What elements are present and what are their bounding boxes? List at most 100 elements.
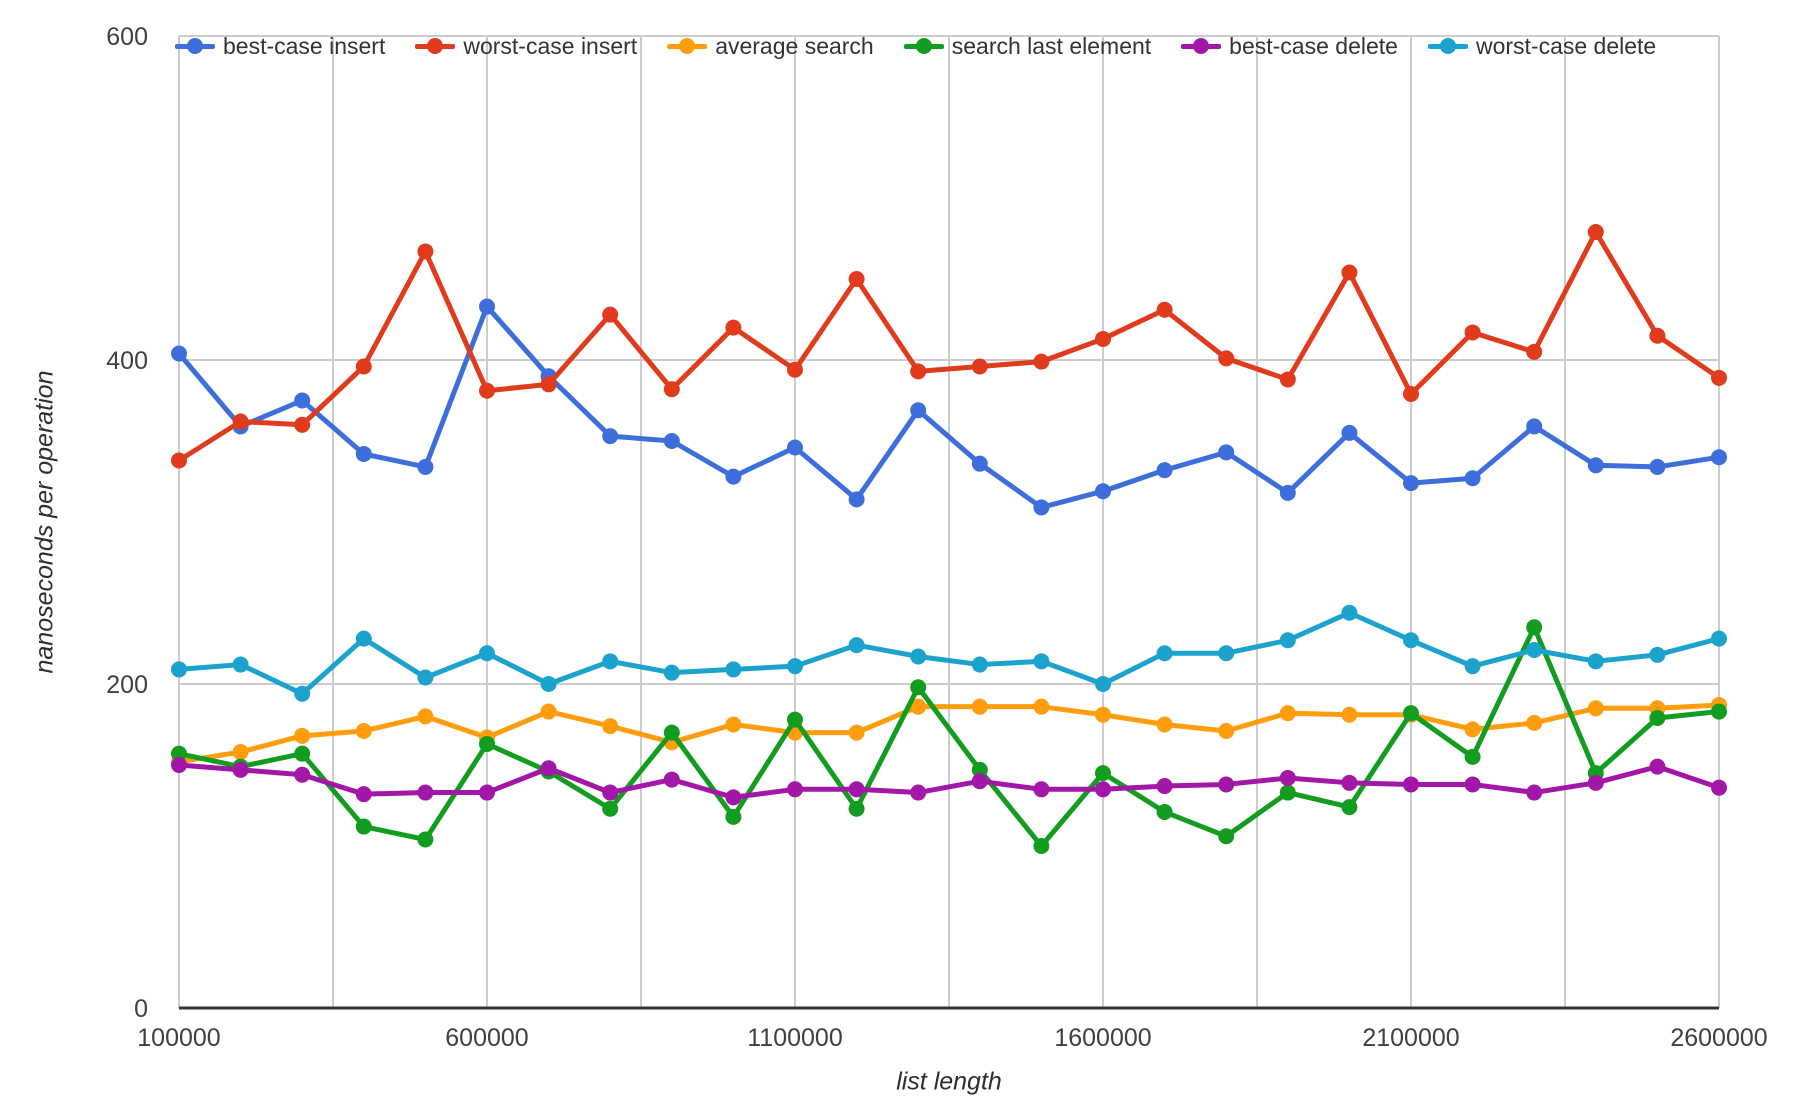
legend-label: worst-case delete [1475,32,1657,59]
data-point-search-last-element [1095,765,1111,782]
data-point-worst-case-insert [171,452,187,469]
data-point-best-case-delete [787,781,803,798]
data-point-best-case-insert [663,433,680,449]
data-point-worst-case-insert [1156,301,1173,318]
data-point-search-last-element [1279,784,1296,801]
data-point-best-case-insert [848,491,865,508]
data-point-worst-case-insert [1464,324,1481,341]
data-point-average-search [294,727,311,744]
legend-item-best-case-insert: best-case insert [175,33,385,60]
data-point-best-case-insert [1711,449,1727,466]
data-point-worst-case-insert [971,358,988,375]
data-point-worst-case-delete [1649,646,1666,663]
data-point-best-case-insert [294,392,311,409]
data-point-worst-case-delete [787,658,803,675]
data-point-worst-case-delete [602,653,619,670]
data-point-worst-case-insert [1033,353,1050,370]
x-tick-labels: 100000 600000 1100000 1600000 2100000 2600000 [137,1024,1767,1052]
data-point-best-case-delete [232,761,249,778]
data-point-best-case-delete [294,766,311,783]
legend-item-best-case-delete: best-case delete [1181,33,1398,60]
legend-label: search last element [951,32,1152,59]
data-point-search-last-element [848,800,865,817]
series-line-worst-case-insert [176,229,1722,463]
data-point-average-search [1279,705,1296,722]
data-point-search-last-element [602,800,619,817]
vertical-gridlines [178,36,1720,1008]
data-point-worst-case-delete [1156,645,1173,662]
data-point-worst-case-delete [1218,645,1235,662]
series-worst-case-delete [171,604,1727,702]
legend-dot-icon [915,38,932,54]
data-point-worst-case-insert [787,361,803,378]
data-point-search-last-element [479,735,495,752]
y-tick-label: 600 [106,23,148,51]
data-point-best-case-insert [602,428,619,445]
data-point-best-case-delete [540,760,557,777]
data-point-search-last-element [1464,748,1481,765]
data-point-average-search [1156,716,1173,733]
legend-marker-worst-case-delete-icon [1427,38,1468,54]
data-point-worst-case-delete [1587,653,1604,670]
data-point-worst-case-insert [910,363,927,380]
legend-dot-icon [679,38,696,54]
data-point-average-search [1464,721,1481,738]
data-point-best-case-delete [1341,774,1358,791]
series-line-search-last-element [176,624,1722,849]
legend-marker-search-last-element-icon [903,38,944,54]
data-point-worst-case-delete [1711,630,1727,647]
data-point-best-case-delete [1711,779,1727,796]
y-tick-labels: 0 200 400 600 [106,23,148,1023]
data-point-average-search [1341,706,1358,723]
data-point-search-last-element [1649,710,1666,727]
data-point-average-search [1218,722,1235,739]
data-point-search-last-element [725,808,742,825]
data-point-worst-case-delete [355,630,372,647]
y-tick-label: 200 [106,671,148,699]
data-point-worst-case-delete [171,661,187,678]
data-point-worst-case-delete [971,656,988,673]
data-point-best-case-delete [355,786,372,803]
data-point-best-case-insert [1218,444,1235,461]
series-best-case-insert [171,298,1727,516]
data-point-worst-case-insert [540,376,557,393]
data-point-worst-case-delete [232,656,249,673]
data-point-best-case-delete [417,784,434,801]
legend-marker-best-case-insert-icon [175,38,215,54]
data-point-average-search [602,718,619,735]
data-point-best-case-insert [1464,470,1481,487]
data-point-average-search [1095,706,1111,723]
chart-legend: best-case insert worst-case insert average… [175,33,1656,59]
data-point-best-case-insert [787,439,803,456]
data-point-worst-case-delete [1033,653,1050,670]
data-point-worst-case-delete [1526,641,1543,658]
legend-marker-worst-case-insert-icon [415,38,456,54]
data-point-best-case-insert [417,458,434,475]
data-point-worst-case-insert [232,413,249,430]
data-point-average-search [971,698,988,715]
data-point-worst-case-insert [1279,371,1296,388]
data-point-best-case-delete [1464,776,1481,793]
data-point-worst-case-delete [1403,632,1419,649]
data-point-best-case-delete [1403,776,1419,793]
data-point-average-search [725,716,742,733]
x-tick-label: 600000 [445,1024,528,1052]
data-point-worst-case-insert [417,243,434,260]
series-line-average-search [176,702,1722,765]
data-point-best-case-delete [171,757,187,773]
data-point-worst-case-delete [910,648,927,665]
data-point-worst-case-insert [1095,330,1111,347]
data-point-average-search [1587,700,1604,717]
data-point-best-case-delete [910,784,927,801]
data-point-best-case-delete [971,773,988,790]
y-tick-label: 0 [134,995,148,1023]
x-tick-label: 1100000 [747,1024,842,1052]
data-point-search-last-element [910,679,927,696]
data-point-search-last-element [1156,803,1173,820]
data-point-worst-case-insert [294,416,311,433]
data-point-worst-case-insert [1587,224,1604,241]
x-tick-label: 2600000 [1670,1024,1767,1052]
data-point-worst-case-insert [1711,369,1727,386]
data-point-best-case-delete [479,784,495,801]
series-average-search [171,697,1727,770]
